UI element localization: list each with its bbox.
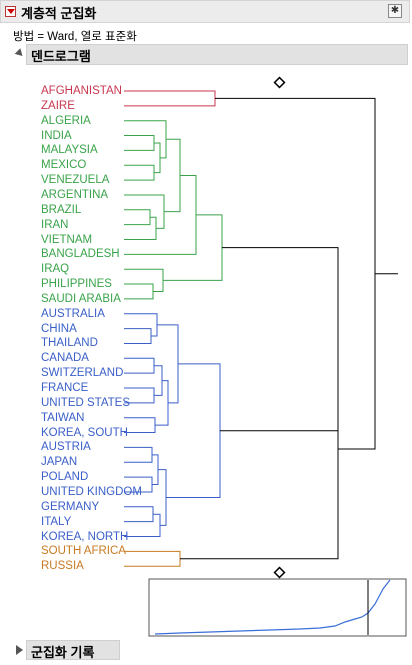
dendrogram-title: 덴드로그램 [31, 49, 91, 64]
dendrogram-branch [124, 174, 197, 255]
dendrogram-branch [124, 283, 154, 300]
country-label[interactable]: CANADA [41, 352, 89, 365]
country-label[interactable]: PHILIPPINES [41, 278, 112, 291]
disclosure-triangle-icon[interactable] [16, 645, 23, 655]
country-label[interactable]: IRAN [41, 218, 69, 231]
dendrogram-branch [124, 313, 158, 337]
country-label[interactable]: JAPAN [41, 456, 78, 469]
country-label[interactable]: MALAYSIA [41, 144, 98, 157]
red-triangle-menu-icon[interactable] [5, 6, 16, 17]
dendrogram-branch [180, 339, 339, 560]
country-label[interactable]: ALGERIA [41, 114, 91, 127]
country-label[interactable]: UNITED KINGDOM [41, 485, 142, 498]
country-label[interactable]: AUSTRIA [41, 441, 91, 454]
report-title: 계층적 군집화 [21, 6, 97, 21]
history-header[interactable] [26, 640, 120, 660]
dendrogram-branch [124, 164, 155, 181]
country-label[interactable]: ITALY [41, 515, 72, 528]
dendrogram-branch [124, 216, 157, 240]
country-label[interactable]: SAUDI ARABIA [41, 292, 121, 305]
dendrogram-header[interactable] [26, 44, 408, 65]
country-label[interactable]: TAIWAN [41, 411, 85, 424]
country-label[interactable]: BRAZIL [41, 203, 82, 216]
dendrogram-branch [124, 90, 216, 107]
country-label[interactable]: UNITED STATES [41, 396, 131, 409]
dendrogram-branch [124, 446, 153, 463]
dendrogram-branch [124, 476, 153, 493]
country-label[interactable]: ARGENTINA [41, 188, 109, 201]
dendrogram-branch [124, 328, 152, 344]
dendrogram-branch [124, 506, 154, 523]
pin-icon[interactable]: ✱ [388, 4, 402, 18]
dendrogram-branch [124, 417, 156, 434]
country-label[interactable]: VENEZUELA [41, 174, 110, 187]
distance-curve [154, 579, 391, 635]
country-label[interactable]: ZAIRE [41, 99, 75, 112]
dendrogram-branch [163, 214, 223, 281]
country-label[interactable]: THAILAND [41, 337, 98, 350]
dendrogram-branch [158, 469, 167, 526]
dendrogram-branch [124, 513, 161, 537]
country-label[interactable]: FRANCE [41, 382, 89, 394]
country-label[interactable]: CHINA [41, 322, 77, 335]
dendrogram-branch [166, 363, 221, 499]
dendrogram-branch [124, 268, 164, 292]
country-label[interactable]: IRAQ [41, 263, 70, 276]
country-label[interactable]: RUSSIA [41, 560, 84, 573]
dendrogram-branch [152, 454, 159, 486]
dendrogram-branch [215, 97, 376, 450]
country-label[interactable]: AUSTRALIA [41, 307, 105, 320]
country-label[interactable]: KOREA, NORTH [41, 530, 129, 543]
dendrogram-branch [154, 142, 161, 174]
country-label[interactable]: MEXICO [41, 159, 87, 172]
country-label[interactable]: INDIA [41, 129, 72, 142]
country-label[interactable]: AFGHANISTAN [41, 85, 122, 97]
dendrogram-branch [124, 209, 151, 226]
dendrogram-branch [154, 365, 163, 396]
dendrogram-branch [220, 247, 339, 432]
country-label[interactable]: GERMANY [41, 500, 100, 513]
dendrogram-branch [124, 550, 181, 567]
method-text: 방법 = Ward, 열로 표준화 [13, 31, 137, 43]
country-label[interactable]: BANGLADESH [41, 248, 120, 261]
dendrogram-branch [124, 357, 155, 374]
country-label[interactable]: POLAND [41, 471, 89, 484]
dendrogram-branch [124, 135, 155, 151]
bottom-slider-diamond-icon[interactable] [273, 566, 286, 579]
distance-graph [148, 578, 407, 637]
country-label[interactable]: SOUTH AFRICA [41, 545, 126, 558]
history-title: 군집화 기록 [31, 645, 95, 660]
country-label[interactable]: SWITZERLAND [41, 367, 124, 380]
report-header [0, 0, 410, 23]
top-slider-diamond-icon[interactable] [273, 76, 286, 89]
country-label[interactable]: KOREA, SOUTH [41, 426, 128, 439]
dendrogram-branch [124, 387, 155, 404]
dendrogram-branch [124, 194, 165, 229]
country-label[interactable]: VIETNAM [41, 233, 93, 246]
dendrogram-plot [124, 76, 407, 637]
